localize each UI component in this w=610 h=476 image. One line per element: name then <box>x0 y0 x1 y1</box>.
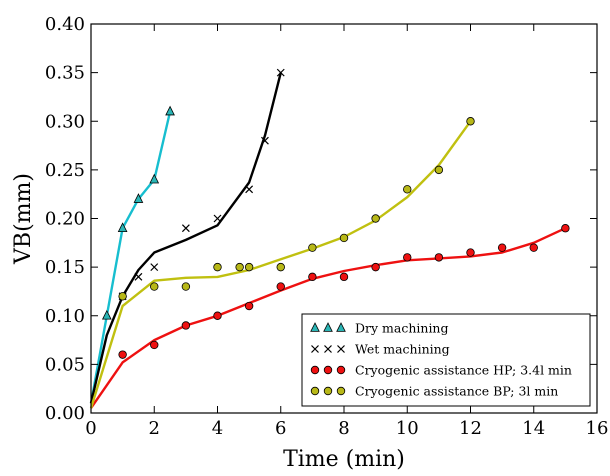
series-line-wet-machining <box>89 72 282 404</box>
legend-marker-wet-machining <box>311 345 319 353</box>
y-tick-label: 0.10 <box>45 306 85 327</box>
data-point-cryogenic-assistance-bp-3l-min <box>466 117 475 126</box>
axis-tick-labels: 0 2 4 6 8 10 12 14 16 0.00 0.05 0.10 0.15 0.20 0.25 0.3… <box>45 14 609 439</box>
data-point-wet-machining <box>134 272 143 281</box>
y-tick-label: 0.25 <box>45 160 85 181</box>
legend-marker-cryogenic-assistance-bp-3l-min <box>336 386 346 396</box>
x-marker-stroke <box>134 272 143 281</box>
data-point-cryogenic-assistance-hp-3-4l-min <box>403 253 412 262</box>
x-tick-label: 2 <box>149 418 160 439</box>
x-tick-label: 16 <box>586 418 609 439</box>
data-point-wet-machining <box>245 185 254 194</box>
data-point-cryogenic-assistance-bp-3l-min <box>276 262 285 272</box>
data-point-cryogenic-assistance-hp-3-4l-min <box>118 350 127 359</box>
data-point-cryogenic-assistance-hp-3-4l-min <box>497 243 507 252</box>
legend-label-cryogenic-assistance-hp-3-4l-min: Cryogenic assistance HP; 3.4l min <box>355 363 572 378</box>
legend-marker-dry-machining <box>323 322 333 332</box>
data-point-cryogenic-assistance-bp-3l-min <box>150 282 159 291</box>
data-point-cryogenic-assistance-hp-3-4l-min <box>150 340 159 350</box>
legend-marker-wet-machining <box>324 345 332 353</box>
y-tick-label: 0.20 <box>45 209 85 230</box>
x-marker-stroke <box>324 345 332 353</box>
x-marker-stroke <box>245 185 254 194</box>
series-line-cryogenic-assistance-bp-3l-min <box>89 120 472 409</box>
x-marker-stroke <box>261 136 269 145</box>
data-point-dry-machining <box>101 309 112 320</box>
data-point-dry-machining <box>117 222 128 233</box>
x-axis-title: Time (min) <box>283 447 405 472</box>
data-point-cryogenic-assistance-bp-3l-min <box>308 243 317 252</box>
data-point-wet-machining <box>276 68 285 77</box>
x-tick-label: 6 <box>275 418 286 439</box>
legend-label-wet-machining: Wet machining <box>355 342 450 357</box>
x-tick-label: 12 <box>459 418 482 439</box>
x-tick-label: 8 <box>338 418 349 439</box>
x-marker-stroke <box>311 345 319 353</box>
series-line-cryogenic-assistance-hp-3-4l-min <box>90 227 566 409</box>
data-point-cryogenic-assistance-bp-3l-min <box>181 282 191 291</box>
x-marker-stroke <box>181 224 190 233</box>
legend-box <box>301 313 591 407</box>
y-tick-label: 0.15 <box>45 257 85 278</box>
data-point-wet-machining <box>213 214 222 223</box>
data-point-cryogenic-assistance-hp-3-4l-min <box>339 272 349 282</box>
data-point-cryogenic-assistance-hp-3-4l-min <box>529 243 538 252</box>
y-axis-title: VB(mm) <box>11 173 36 265</box>
data-point-cryogenic-assistance-bp-3l-min <box>244 262 254 272</box>
legend: Dry machining Wet machining Cryogenic assi… <box>301 313 591 407</box>
data-point-cryogenic-assistance-bp-3l-min <box>213 262 222 272</box>
legend-marker-cryogenic-assistance-hp-3-4l-min <box>310 365 320 375</box>
data-point-cryogenic-assistance-bp-3l-min <box>403 185 412 194</box>
data-point-dry-machining <box>133 193 144 203</box>
data-point-dry-machining <box>149 173 160 184</box>
data-point-cryogenic-assistance-hp-3-4l-min <box>308 272 317 282</box>
data-point-cryogenic-assistance-bp-3l-min <box>118 292 127 301</box>
x-marker-stroke <box>337 345 345 353</box>
data-point-cryogenic-assistance-hp-3-4l-min <box>561 224 570 233</box>
x-marker-stroke <box>150 263 159 272</box>
series-lines <box>89 72 566 409</box>
x-tick-label: 0 <box>85 418 96 439</box>
data-point-wet-machining <box>150 263 159 272</box>
data-point-cryogenic-assistance-bp-3l-min <box>371 214 380 223</box>
axis-ticks <box>90 23 598 414</box>
legend-marker-cryogenic-assistance-hp-3-4l-min <box>336 365 346 375</box>
x-tick-label: 4 <box>212 418 223 439</box>
x-marker-stroke <box>213 214 222 223</box>
series-markers <box>101 68 570 359</box>
data-point-cryogenic-assistance-hp-3-4l-min <box>244 301 254 311</box>
legend-marker-cryogenic-assistance-bp-3l-min <box>310 386 320 396</box>
data-point-wet-machining <box>181 224 190 233</box>
legend-marker-cryogenic-assistance-hp-3-4l-min <box>323 365 333 375</box>
data-point-cryogenic-assistance-hp-3-4l-min <box>466 248 475 257</box>
data-point-cryogenic-assistance-hp-3-4l-min <box>434 253 444 262</box>
y-tick-label: 0.05 <box>45 354 85 375</box>
data-point-cryogenic-assistance-hp-3-4l-min <box>276 282 285 291</box>
x-tick-label: 10 <box>396 418 419 439</box>
data-point-cryogenic-assistance-hp-3-4l-min <box>213 311 222 320</box>
x-marker-stroke <box>276 68 285 77</box>
y-tick-label: 0.30 <box>45 111 85 132</box>
y-tick-label: 0.40 <box>45 14 85 35</box>
data-point-dry-machining <box>165 105 175 116</box>
legend-marker-wet-machining <box>337 345 345 353</box>
legend-label-dry-machining: Dry machining <box>355 321 449 336</box>
legend-marker-dry-machining <box>310 322 320 332</box>
legend-marker-dry-machining <box>336 322 346 332</box>
data-point-wet-machining <box>261 136 269 145</box>
legend-label-cryogenic-assistance-bp-3l-min: Cryogenic assistance BP; 3l min <box>355 384 558 399</box>
data-point-cryogenic-assistance-bp-3l-min <box>434 165 444 175</box>
y-tick-label: 0.00 <box>45 403 85 424</box>
data-point-cryogenic-assistance-bp-3l-min <box>339 233 349 243</box>
legend-marker-cryogenic-assistance-bp-3l-min <box>323 386 333 396</box>
data-point-cryogenic-assistance-bp-3l-min <box>235 262 244 272</box>
data-point-cryogenic-assistance-hp-3-4l-min <box>181 321 191 330</box>
x-tick-label: 14 <box>522 418 545 439</box>
series-line-dry-machining <box>89 111 172 404</box>
y-tick-label: 0.35 <box>45 63 85 84</box>
data-point-cryogenic-assistance-hp-3-4l-min <box>371 262 380 272</box>
